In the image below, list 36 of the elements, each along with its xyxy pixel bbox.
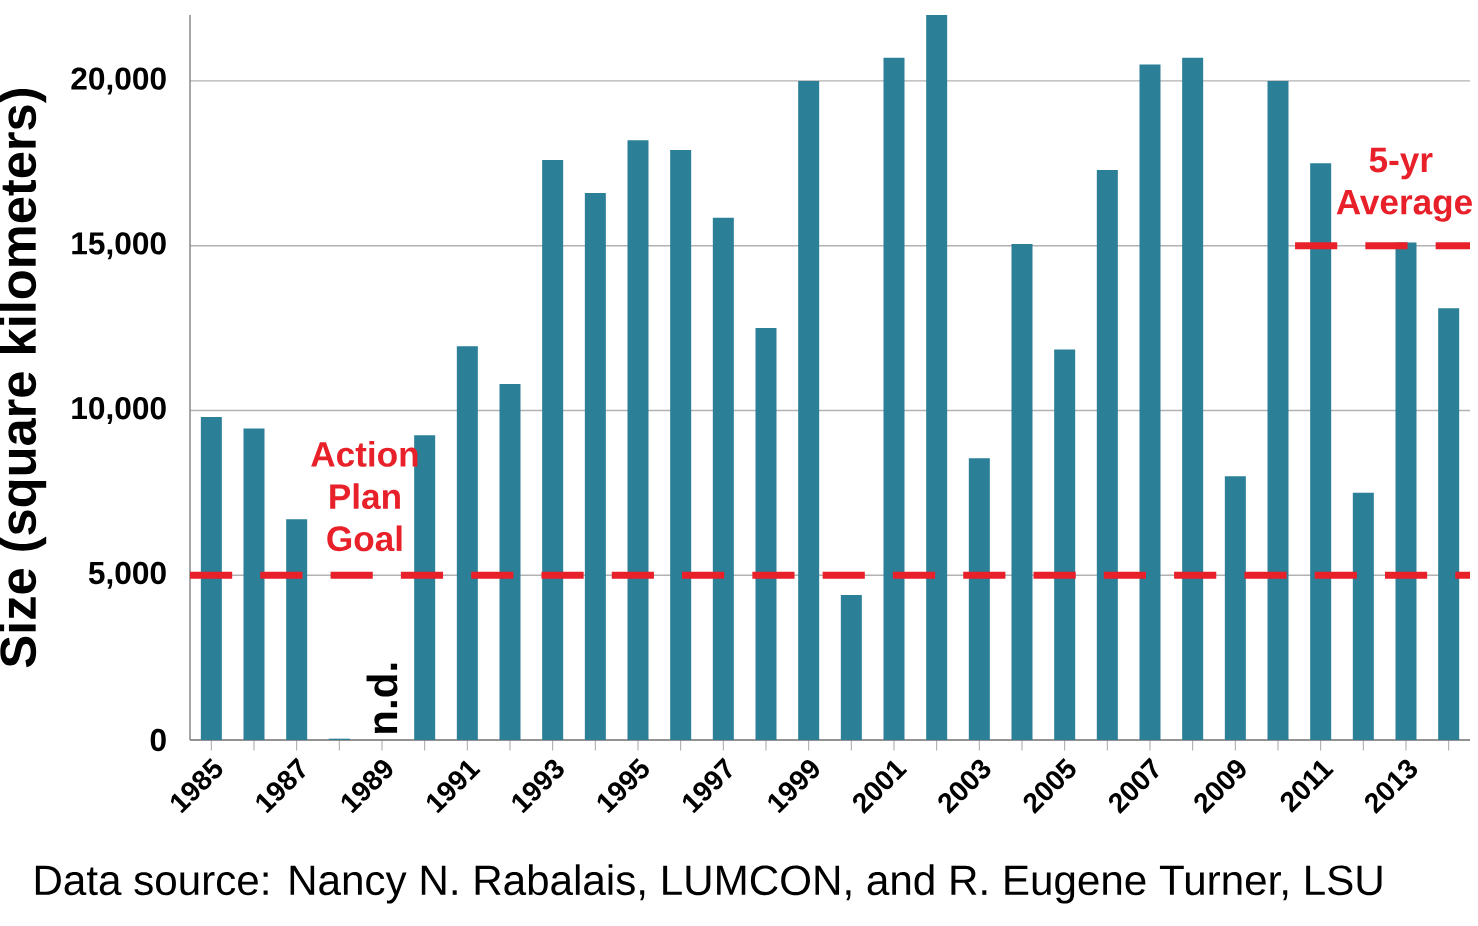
y-tick-label: 5,000 [88,561,166,589]
y-tick-label: 10,000 [72,396,166,424]
y-axis-title: Size (square kilometers) [0,88,47,668]
bar [1224,476,1246,740]
bar [200,417,222,740]
bar [1438,308,1460,740]
bar [670,150,692,740]
bar [1182,57,1204,740]
bar [755,328,777,740]
bar [712,217,734,740]
bar [1395,242,1417,740]
y-tick-label: 0 [150,728,166,752]
bar [1011,244,1033,740]
bar [1139,64,1161,740]
bar [1310,163,1332,740]
bar [627,140,649,740]
ref-line-label: 5-yr Average [1336,147,1472,222]
bar [840,595,862,740]
bar [286,519,308,740]
bar [798,80,820,740]
bar [1054,349,1076,740]
bar [499,384,521,740]
bar [456,346,478,740]
bar [584,192,606,740]
bar [926,15,948,740]
bar [1267,80,1289,740]
bar [243,428,265,740]
annotation: n.d. [366,663,398,734]
y-tick-label: 15,000 [72,232,166,260]
bar [968,458,990,740]
bar [883,57,905,740]
y-tick-label: 20,000 [71,67,166,95]
source-note: Data source: Nancy N. Rabalais, LUMCON, and R. Eugene Turner, LSU [35,864,1382,904]
bar [1352,492,1374,740]
bar [1096,169,1118,740]
bar [542,160,564,740]
